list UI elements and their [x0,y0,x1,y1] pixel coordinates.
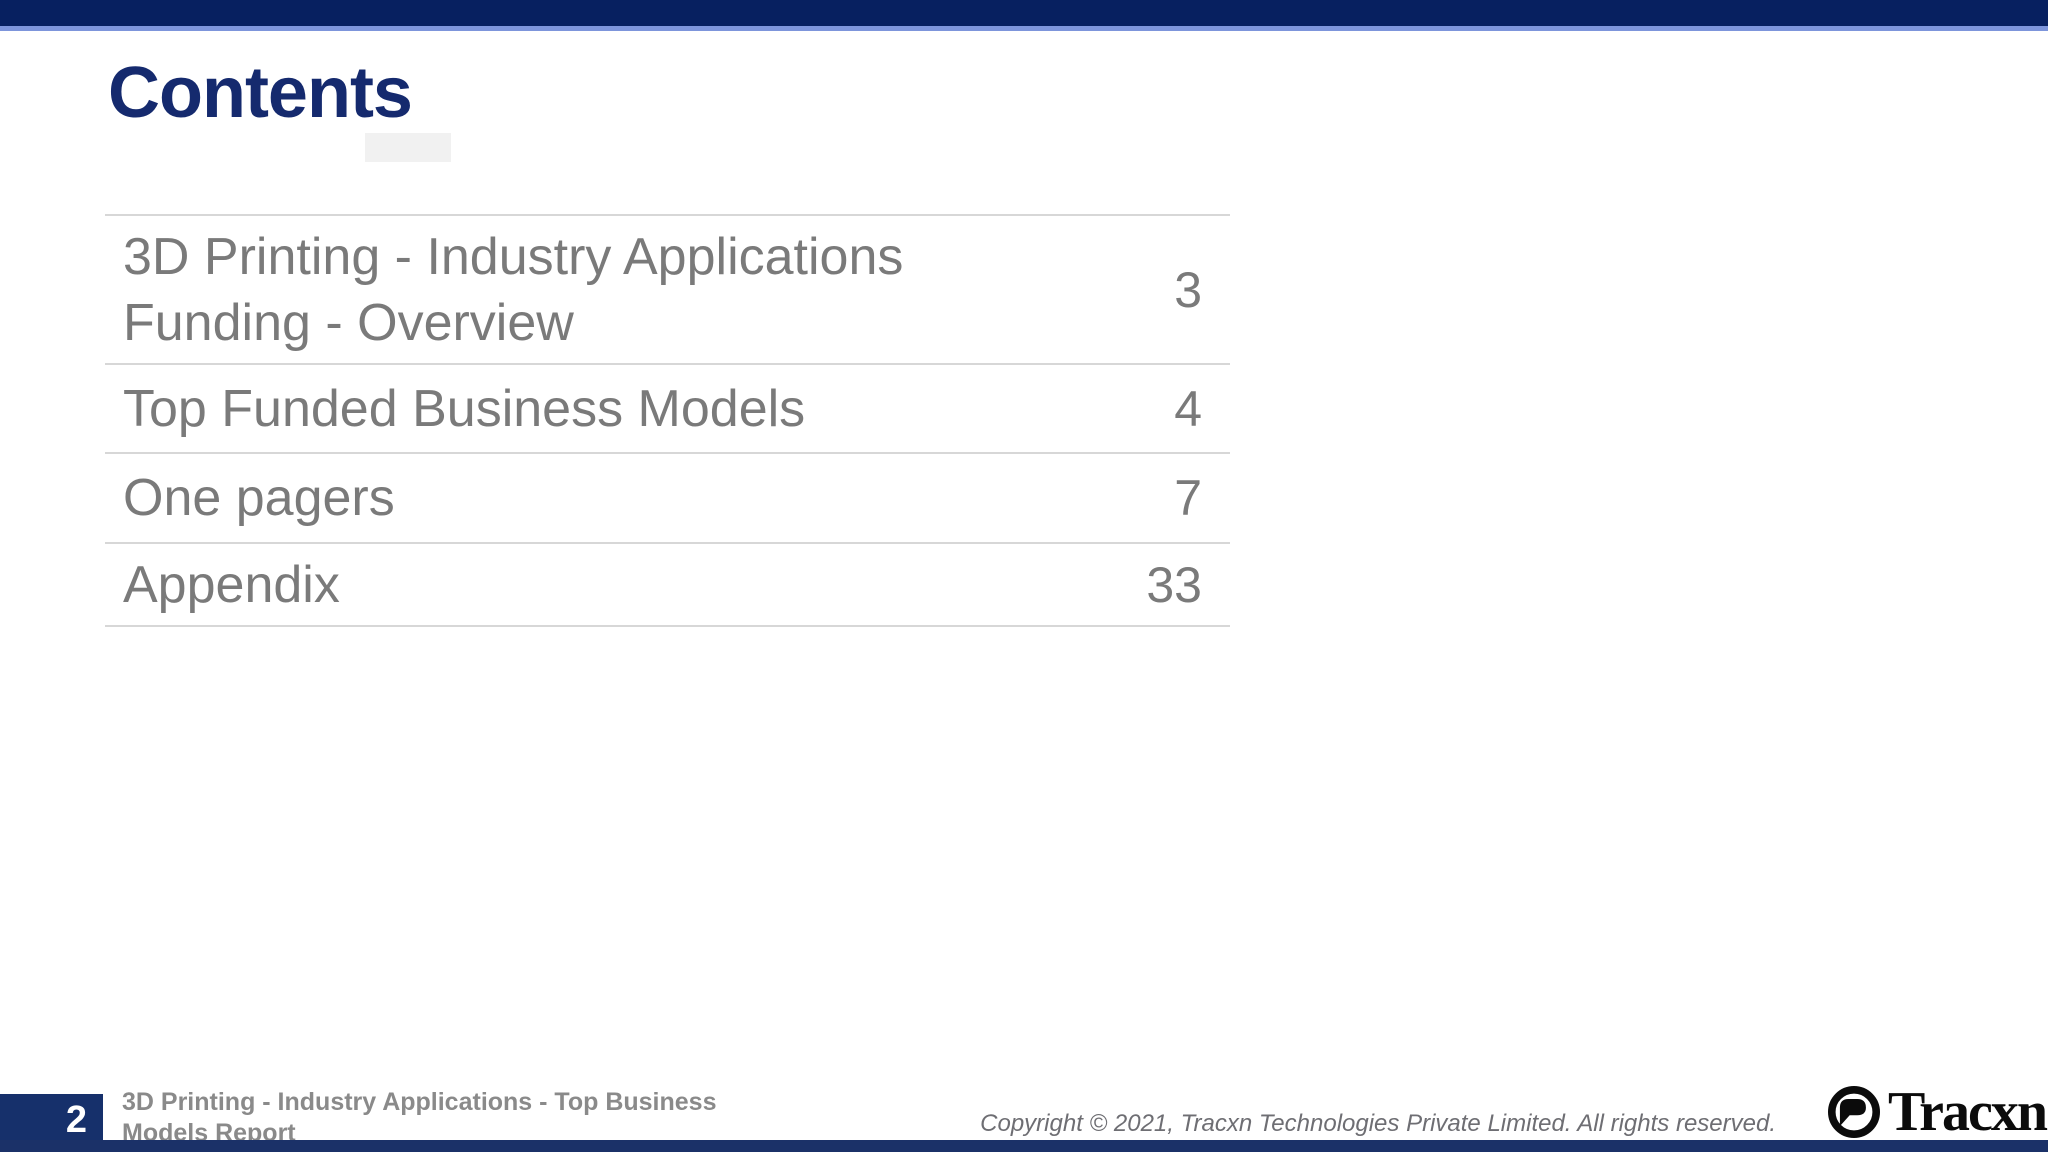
copyright-notice: Copyright © 2021, Tracxn Technologies Pr… [980,1110,1776,1137]
page-title: Contents [108,53,413,133]
table-of-contents: 3D Printing - Industry Applications Fund… [105,214,1230,627]
slide-number: 2 [65,1098,87,1141]
tracxn-wordmark: Tracxn [1887,1081,2048,1143]
toc-row-page-number: 33 [1146,556,1202,613]
toc-row-appendix[interactable]: Appendix 33 [105,542,1230,625]
bottom-navy-strip [0,1140,2048,1152]
toc-row-label: Top Funded Business Models [123,379,806,438]
toc-row-overview[interactable]: 3D Printing - Industry Applications Fund… [105,214,1230,363]
toc-row-page-number: 7 [1174,470,1202,526]
tracxn-logo-icon [1827,1086,1880,1138]
toc-row-page-number: 3 [1174,261,1202,318]
toc-row-page-number: 4 [1174,380,1202,437]
toc-row-label: Appendix [123,555,340,614]
toc-row-top-funded-business-models[interactable]: Top Funded Business Models 4 [105,363,1230,452]
toc-row-label: One pagers [123,469,395,527]
top-navy-bar [0,0,2048,26]
toc-row-label: 3D Printing - Industry Applications Fund… [123,227,904,352]
title-shadow-artifact [365,133,451,162]
footer-report-title: 3D Printing - Industry Applications - To… [122,1088,717,1147]
toc-row-one-pagers[interactable]: One pagers 7 [105,452,1230,542]
top-accent-line [0,26,2048,31]
tracxn-logo: Tracxn [1827,1081,2048,1143]
